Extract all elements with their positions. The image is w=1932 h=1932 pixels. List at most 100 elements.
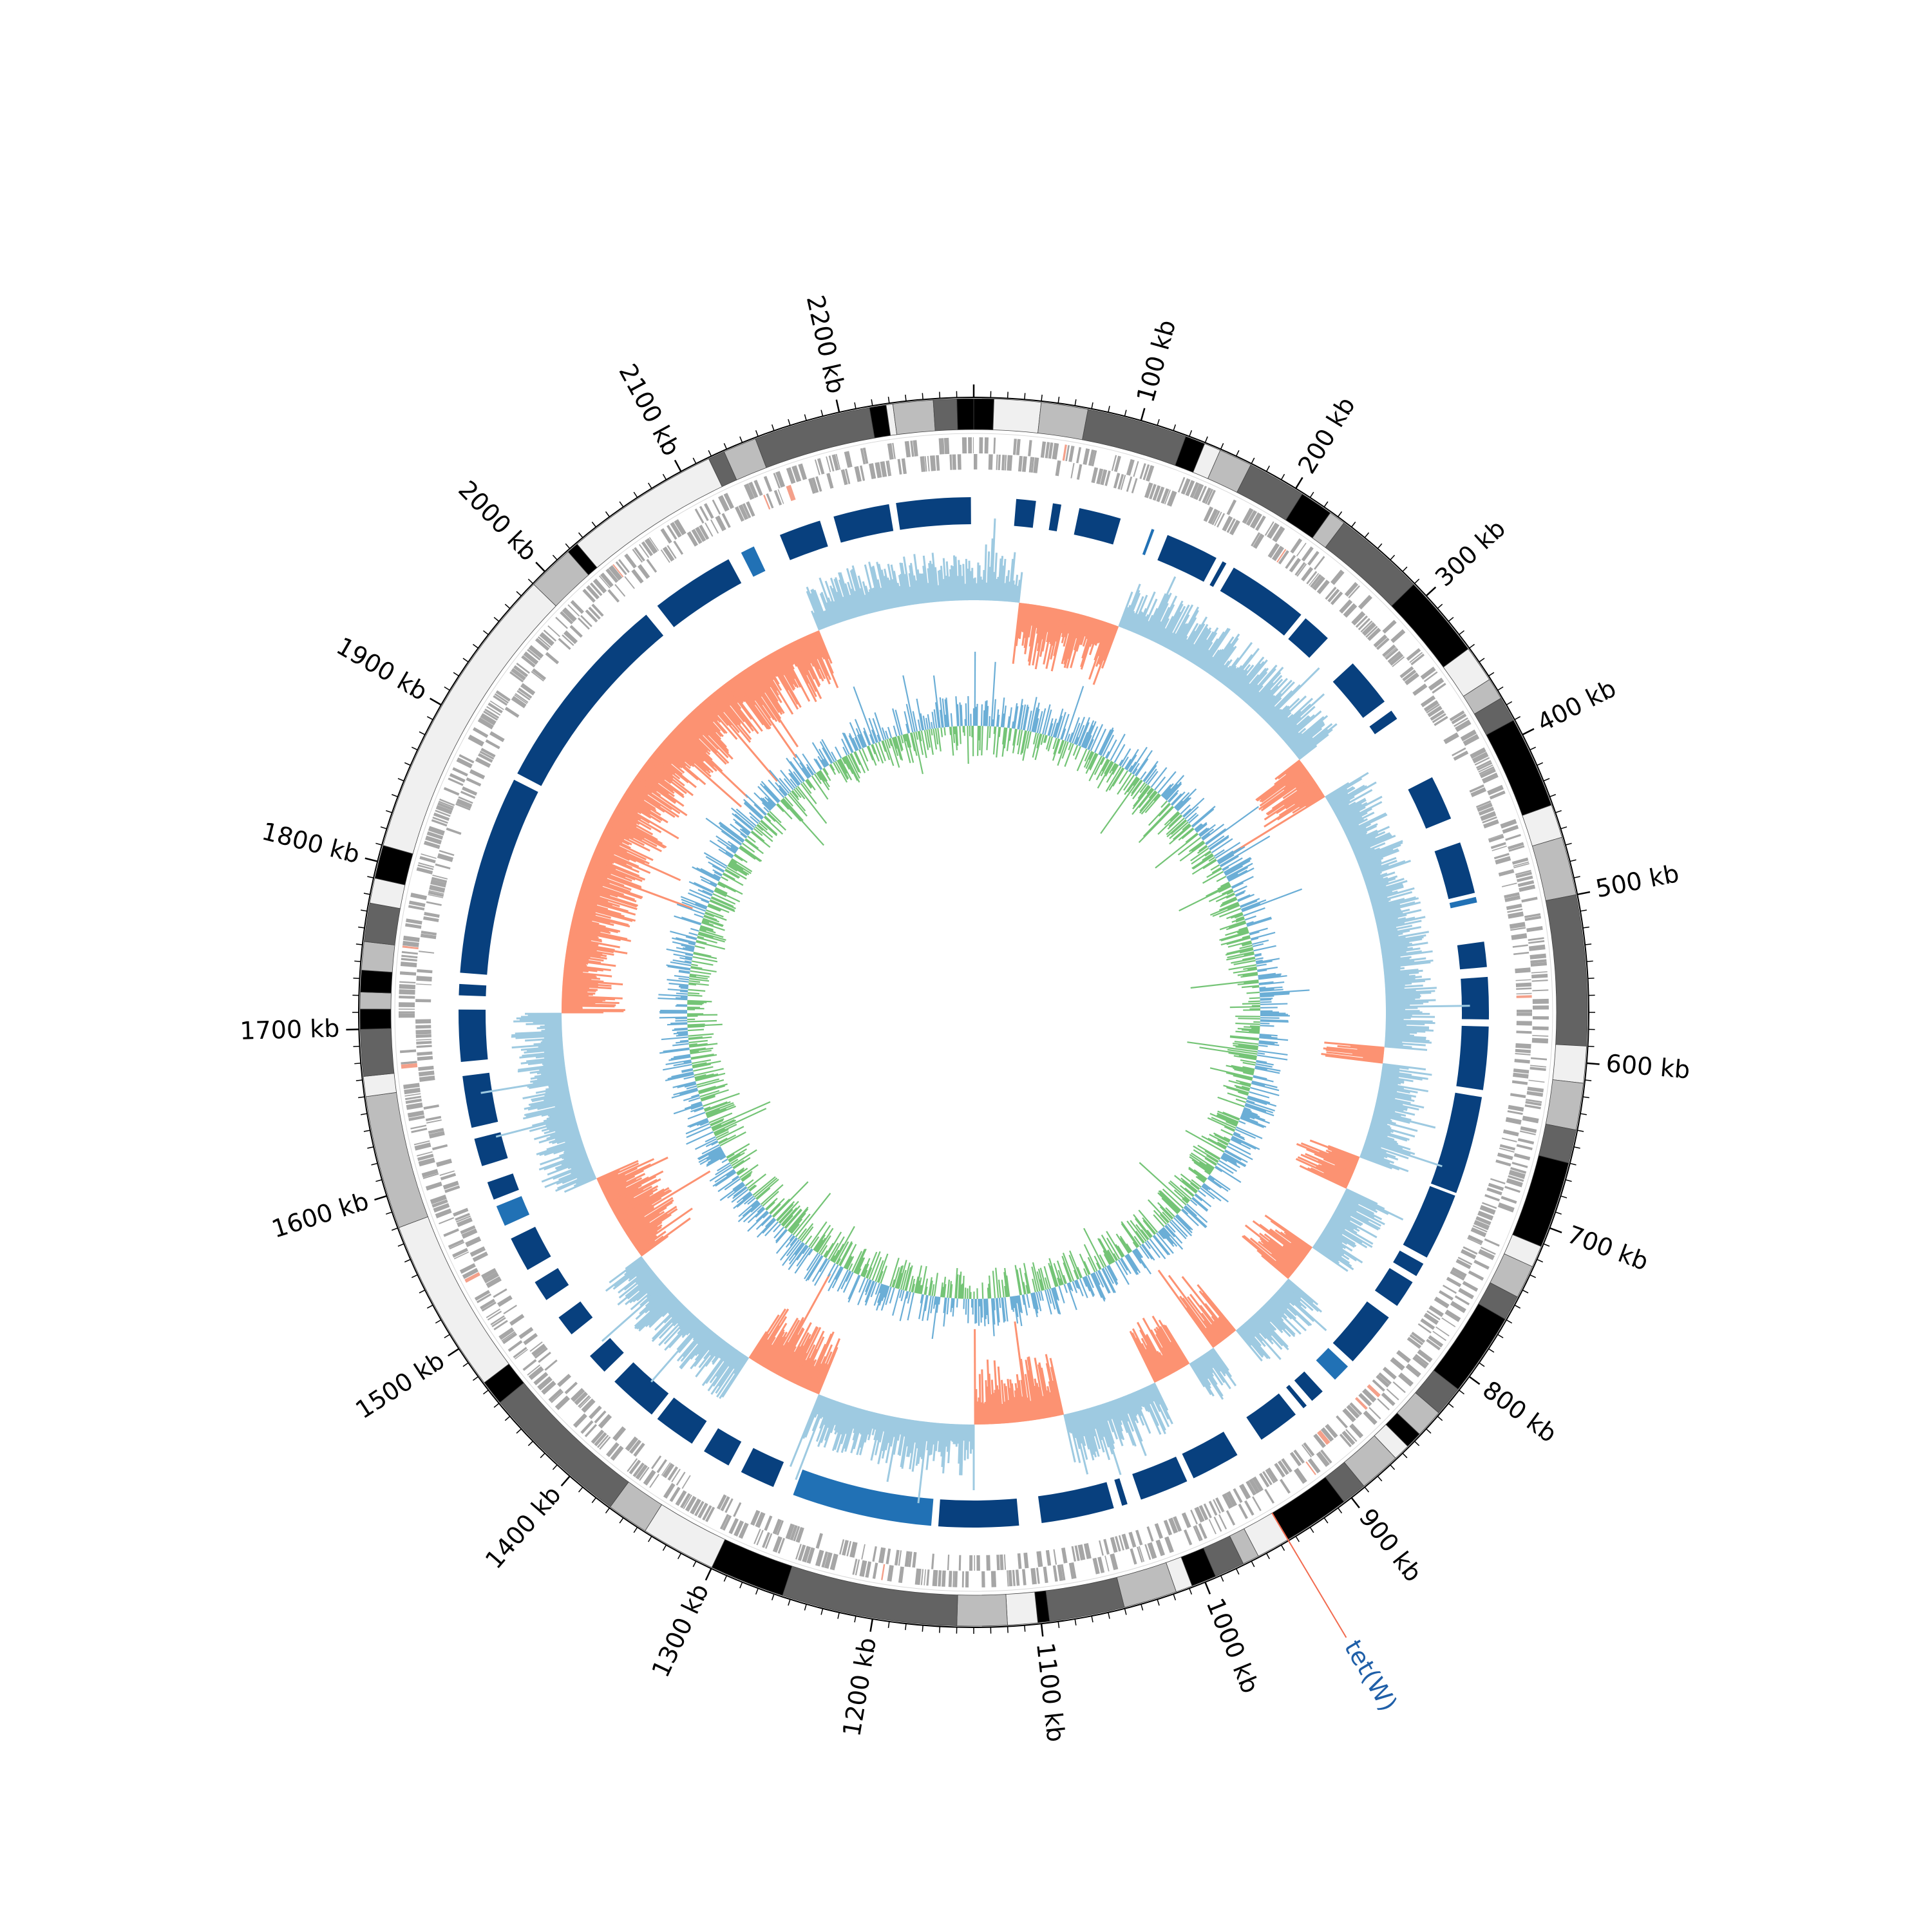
- gc-content-bar: [945, 1423, 949, 1447]
- gc-content-bar: [831, 587, 845, 622]
- minor-tick: [1173, 1594, 1177, 1600]
- gc-skew-bar: [748, 811, 761, 822]
- gc-content-bar: [1180, 623, 1202, 658]
- gc-skew-bar: [820, 759, 827, 768]
- gc-skew-bar: [837, 759, 849, 779]
- gene-feature: [418, 1157, 435, 1167]
- gc-content-bar: [1325, 1054, 1383, 1064]
- gc-content-bar: [1075, 616, 1088, 652]
- gc-skew-bar: [1012, 1296, 1015, 1309]
- minor-tick: [462, 658, 469, 663]
- gc-skew-bar: [1135, 1248, 1142, 1258]
- minor-tick: [677, 1553, 682, 1560]
- tet-w-label[interactable]: tet(W): [1339, 1635, 1403, 1716]
- gene-feature: [1198, 1523, 1208, 1539]
- gc-skew-bar: [672, 941, 695, 948]
- gc-skew-bar: [1039, 1279, 1044, 1291]
- gc-content-bar: [1305, 1153, 1354, 1175]
- gc-content-bar: [596, 1160, 639, 1180]
- gc-content-bar: [1271, 695, 1307, 729]
- homology-block: [1393, 1250, 1424, 1276]
- gc-skew-bar: [838, 759, 848, 774]
- gene-feature: [431, 1144, 448, 1151]
- gc-content-bar: [733, 676, 772, 730]
- gc-skew-bar: [676, 992, 688, 995]
- gene-feature: [676, 1472, 686, 1486]
- gc-content-bar: [1018, 603, 1024, 639]
- gc-skew-bar: [1251, 1081, 1265, 1086]
- gc-skew-bar: [730, 859, 737, 864]
- gene-feature: [1164, 1536, 1174, 1553]
- gene-feature: [798, 463, 808, 480]
- gene-feature: [1517, 1138, 1535, 1145]
- gene-feature: [480, 713, 497, 726]
- gc-content-bar: [1072, 1412, 1083, 1444]
- gc-content-bar: [1368, 1128, 1408, 1142]
- gc-skew-bar: [990, 661, 996, 726]
- gene-feature: [1502, 1129, 1519, 1137]
- gc-skew-bar: [854, 737, 861, 750]
- gc-skew-bar: [699, 1121, 710, 1126]
- gc-skew-bar: [1225, 947, 1254, 956]
- gc-content-bar: [1217, 667, 1229, 681]
- gc-content-bar: [1376, 1099, 1419, 1111]
- gc-content-bar: [687, 715, 729, 759]
- gc-content-bar: [1340, 800, 1383, 824]
- gc-content-bar: [623, 1199, 674, 1232]
- gc-content-bar: [1307, 1167, 1348, 1188]
- gc-content-bar: [1331, 1216, 1354, 1231]
- gene-feature: [1439, 1290, 1454, 1301]
- gc-content-bar: [1228, 795, 1325, 856]
- gc-content-bar: [667, 1300, 681, 1314]
- gene-feature: [1510, 1093, 1526, 1099]
- gc-content-bar: [1278, 693, 1325, 736]
- gc-skew-bar: [1159, 1192, 1180, 1213]
- gc-content-bar: [564, 967, 589, 972]
- gc-skew-bar: [1188, 1166, 1207, 1181]
- gc-content-bar: [1091, 620, 1101, 645]
- gene-feature: [405, 923, 422, 929]
- gc-content-bar: [1321, 1231, 1353, 1252]
- gc-content-bar: [628, 786, 676, 818]
- gene-feature: [405, 1098, 422, 1104]
- gc-content-bar: [1141, 1388, 1159, 1426]
- gc-skew-bar: [1177, 837, 1202, 856]
- gc-content-bar: [573, 914, 614, 926]
- gc-content-bar: [587, 868, 693, 910]
- gc-skew-bar: [1238, 1091, 1249, 1096]
- gc-skew-bar: [992, 726, 997, 755]
- gc-skew-bar: [1235, 1128, 1256, 1139]
- gc-skew-bar: [1079, 722, 1090, 746]
- gc-content-bar: [1282, 1284, 1302, 1302]
- gc-content-bar: [635, 1208, 693, 1249]
- gene-feature: [1478, 764, 1493, 773]
- gc-content-bar: [1034, 606, 1048, 670]
- gc-skew-bar: [876, 734, 881, 742]
- gc-content-bar: [927, 568, 933, 603]
- gc-content-bar: [597, 1162, 639, 1183]
- gc-content-bar: [962, 564, 965, 601]
- gc-content-bar: [1202, 1354, 1214, 1369]
- gc-content-bar: [629, 1208, 678, 1241]
- gc-content-bar: [558, 1146, 585, 1157]
- minor-tick: [493, 1403, 500, 1408]
- gene-feature: [1532, 1026, 1549, 1030]
- gene-feature: [775, 471, 786, 488]
- gc-content-bar: [836, 1405, 853, 1453]
- gc-skew-bar: [781, 799, 824, 846]
- gc-content-bar: [677, 724, 707, 753]
- gc-content-bar: [781, 1322, 812, 1378]
- gc-content-bar: [750, 1314, 780, 1359]
- gc-content-bar: [609, 1257, 643, 1283]
- gene-feature: [1327, 589, 1340, 603]
- gene-feature: [722, 1515, 732, 1531]
- gc-content-bar: [1379, 931, 1430, 942]
- gene-feature: [428, 1130, 445, 1139]
- gene-feature: [1306, 571, 1318, 585]
- gc-content-bar: [1363, 860, 1412, 878]
- gc-content-bar: [1139, 598, 1158, 636]
- gc-content-bar: [723, 684, 739, 704]
- gene-feature: [1135, 1530, 1143, 1546]
- gc-skew-bar: [710, 897, 736, 909]
- gc-content-bar: [1034, 1378, 1043, 1419]
